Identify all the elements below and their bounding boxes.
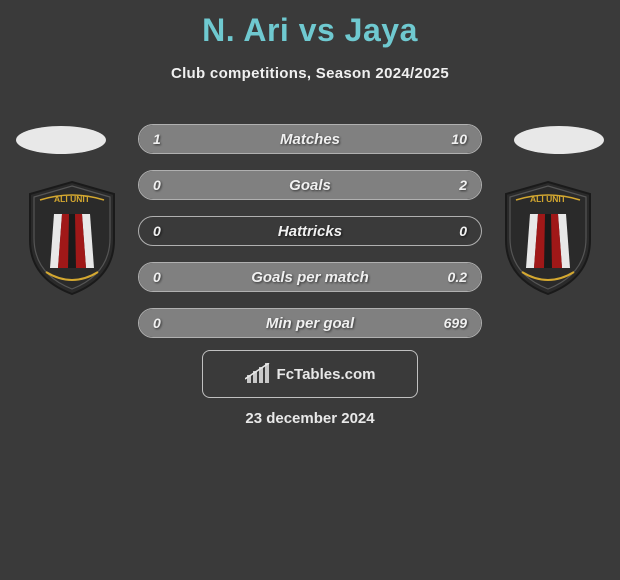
- brand-text: FcTables.com: [277, 366, 376, 383]
- club-badge-right: ALI UNIT: [498, 178, 598, 298]
- stat-label: Goals per match: [251, 269, 369, 286]
- stat-value-right: 2: [459, 177, 467, 193]
- svg-text:ALI UNIT: ALI UNIT: [530, 194, 567, 204]
- shield-icon: ALI UNIT: [22, 178, 122, 298]
- stat-value-left: 0: [153, 223, 161, 239]
- stat-label: Matches: [280, 131, 340, 148]
- shield-icon: ALI UNIT: [498, 178, 598, 298]
- date-label: 23 december 2024: [0, 410, 620, 427]
- stat-label: Hattricks: [278, 223, 342, 240]
- page-subtitle: Club competitions, Season 2024/2025: [0, 65, 620, 82]
- stat-value-left: 1: [153, 131, 161, 147]
- player-photo-placeholder-left: [16, 126, 106, 154]
- page-title: N. Ari vs Jaya: [0, 0, 620, 49]
- stat-row: 0 Goals per match 0.2: [138, 262, 482, 292]
- stat-value-right: 699: [444, 315, 467, 331]
- shield-text: ALI UNIT: [54, 194, 91, 204]
- stat-row: 1 Matches 10: [138, 124, 482, 154]
- stat-value-right: 0.2: [448, 269, 467, 285]
- stat-label: Min per goal: [266, 315, 354, 332]
- stat-value-right: 0: [459, 223, 467, 239]
- player-photo-placeholder-right: [514, 126, 604, 154]
- stat-value-left: 0: [153, 315, 161, 331]
- stats-container: 1 Matches 10 0 Goals 2 0 Hattricks 0 0 Goals per m…: [138, 124, 482, 354]
- stat-label: Goals: [289, 177, 331, 194]
- stat-value-left: 0: [153, 269, 161, 285]
- bar-chart-icon: [245, 363, 271, 385]
- stat-value-left: 0: [153, 177, 161, 193]
- stat-value-right: 10: [451, 131, 467, 147]
- brand-box: FcTables.com: [202, 350, 418, 398]
- stat-row: 0 Min per goal 699: [138, 308, 482, 338]
- stat-row: 0 Hattricks 0: [138, 216, 482, 246]
- stat-row: 0 Goals 2: [138, 170, 482, 200]
- club-badge-left: ALI UNIT: [22, 178, 122, 298]
